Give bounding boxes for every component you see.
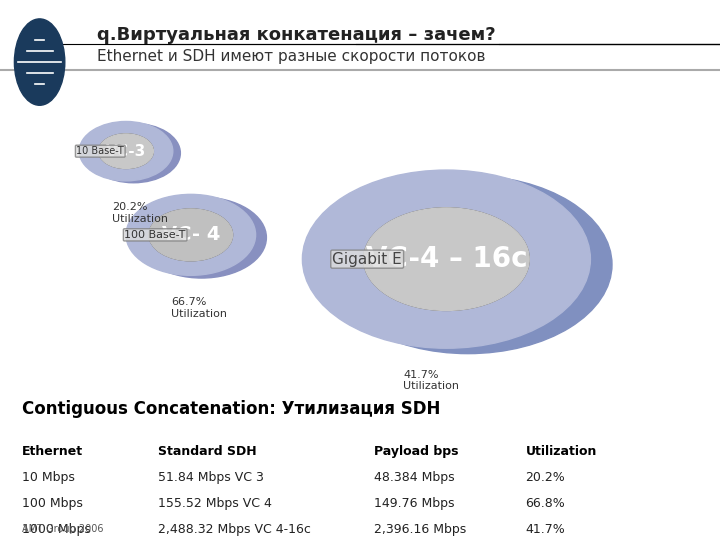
Ellipse shape: [149, 209, 233, 261]
Text: 155.52 Mbps VC 4: 155.52 Mbps VC 4: [158, 497, 272, 510]
Text: 51.84 Mbps VC 3: 51.84 Mbps VC 3: [158, 471, 264, 484]
Text: VC-4 – 16c: VC-4 – 16c: [366, 245, 527, 273]
Text: Ethernet: Ethernet: [22, 446, 83, 458]
Text: 100 Mbps: 100 Mbps: [22, 497, 83, 510]
Text: Gigabit E: Gigabit E: [333, 252, 402, 267]
Text: 1000 Mbps: 1000 Mbps: [22, 523, 91, 536]
Ellipse shape: [14, 19, 65, 105]
Ellipse shape: [86, 123, 181, 183]
Text: 10 Base-T: 10 Base-T: [76, 146, 124, 156]
Text: 48.384 Mbps: 48.384 Mbps: [374, 471, 455, 484]
Text: 41.7%
Utilization: 41.7% Utilization: [403, 370, 459, 392]
Text: 66.8%: 66.8%: [526, 497, 565, 510]
Text: 10 Mbps: 10 Mbps: [22, 471, 74, 484]
Text: 149.76 Mbps: 149.76 Mbps: [374, 497, 455, 510]
Ellipse shape: [364, 208, 529, 310]
Ellipse shape: [99, 134, 153, 168]
Text: Standard SDH: Standard SDH: [158, 446, 257, 458]
Text: VC-3: VC-3: [106, 144, 146, 159]
Text: Contiguous Concatenation: Утилизация SDH: Contiguous Concatenation: Утилизация SDH: [22, 401, 440, 418]
Text: Utilization: Utilization: [526, 446, 597, 458]
Text: VC- 4: VC- 4: [161, 225, 220, 245]
Ellipse shape: [149, 209, 233, 261]
Ellipse shape: [99, 134, 153, 168]
Text: q.Виртуальная конкатенация – зачем?: q.Виртуальная конкатенация – зачем?: [97, 26, 496, 44]
Text: 100 Base-T: 100 Base-T: [125, 230, 186, 240]
Text: 66.7%
Utilization: 66.7% Utilization: [171, 297, 228, 319]
Text: 20.2%
Utilization: 20.2% Utilization: [112, 202, 168, 224]
Ellipse shape: [126, 194, 256, 275]
Ellipse shape: [364, 208, 529, 310]
Text: Payload bps: Payload bps: [374, 446, 459, 458]
Ellipse shape: [302, 170, 590, 348]
Text: 41.7%: 41.7%: [526, 523, 565, 536]
Text: Ethernet и SDH имеют разные скорости потоков: Ethernet и SDH имеют разные скорости пот…: [97, 49, 486, 64]
Ellipse shape: [324, 176, 612, 354]
Text: 20.2%: 20.2%: [526, 471, 565, 484]
Text: 2,396.16 Mbps: 2,396.16 Mbps: [374, 523, 467, 536]
Text: AMT Group 2006: AMT Group 2006: [22, 524, 103, 535]
Ellipse shape: [79, 122, 173, 181]
Text: 2,488.32 Mbps VC 4-16c: 2,488.32 Mbps VC 4-16c: [158, 523, 311, 536]
Ellipse shape: [137, 197, 266, 278]
